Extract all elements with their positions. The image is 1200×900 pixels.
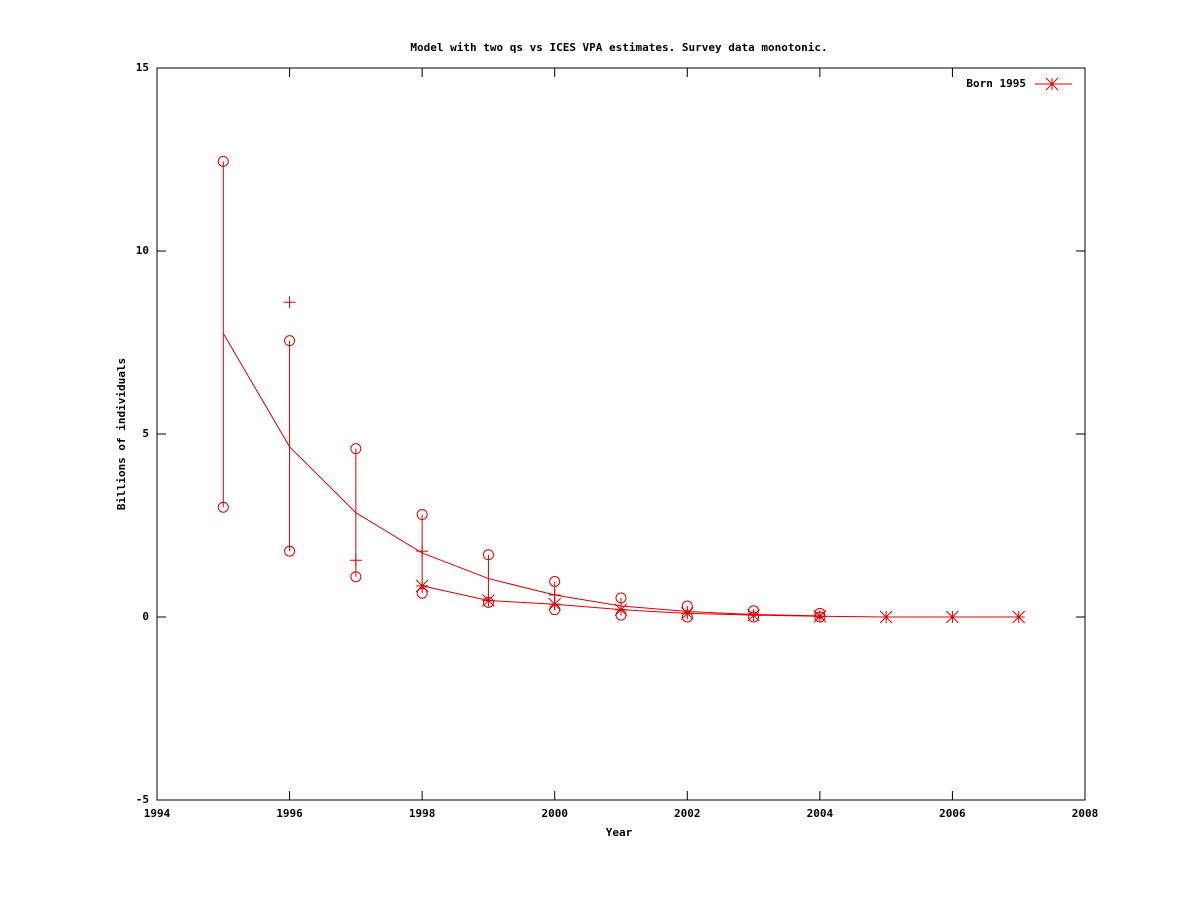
point-marker [350, 571, 362, 583]
x-tick-label: 2000 [541, 807, 568, 820]
point-marker [284, 545, 296, 557]
point-marker [482, 549, 494, 561]
point-marker [1012, 610, 1026, 624]
point-marker [946, 610, 959, 624]
y-tick-label: -5 [136, 793, 149, 806]
x-tick-label: 1996 [276, 807, 303, 820]
legend-label: Born 1995 [966, 77, 1026, 90]
point-marker [548, 597, 562, 611]
data-line [422, 585, 1019, 618]
point-marker [349, 554, 362, 567]
chart-title: Model with two qs vs ICES VPA estimates.… [410, 41, 827, 54]
x-tick-label: 2002 [674, 807, 701, 820]
point-marker [813, 609, 827, 623]
plot-frame [156, 67, 1086, 801]
point-marker [350, 443, 362, 455]
point-marker [549, 575, 561, 587]
y-tick-label: 0 [142, 610, 149, 623]
point-marker [217, 501, 229, 513]
x-tick-label: 2008 [1072, 807, 1099, 820]
point-marker [615, 592, 627, 604]
y-axis-label: Billions of individuals [115, 358, 128, 510]
point-marker [747, 608, 760, 622]
point-marker [680, 606, 694, 620]
point-marker [283, 296, 296, 309]
x-tick-label: 2004 [807, 807, 834, 820]
point-marker [415, 579, 429, 593]
y-tick-label: 10 [136, 244, 149, 257]
point-marker [284, 335, 296, 347]
x-tick-label: 1994 [144, 807, 171, 820]
x-axis-label: Year [606, 826, 633, 839]
x-tick-label: 1998 [409, 807, 436, 820]
point-marker [614, 603, 628, 617]
x-tick-label: 2006 [939, 807, 966, 820]
point-marker [879, 610, 893, 624]
point-marker [482, 594, 495, 607]
point-marker [416, 509, 428, 521]
point-marker [1045, 77, 1059, 91]
y-tick-label: 15 [136, 61, 149, 74]
point-marker [416, 545, 429, 558]
data-line [222, 333, 820, 617]
y-tick-label: 5 [142, 427, 149, 440]
point-marker [217, 155, 229, 167]
